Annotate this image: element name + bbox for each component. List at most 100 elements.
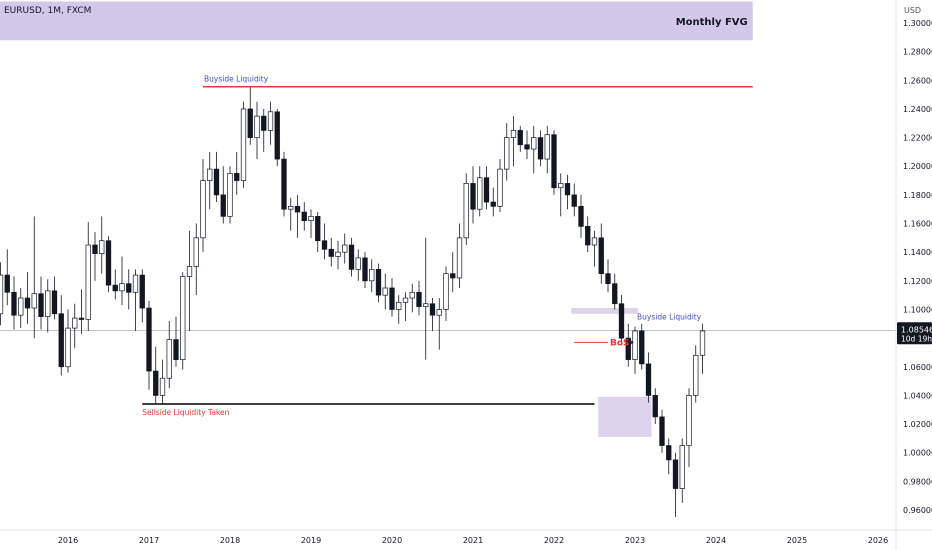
fvg-zone-1[interactable] bbox=[0, 1, 753, 41]
candle-2022-03[interactable] bbox=[564, 183, 571, 196]
fvg-zone-2[interactable] bbox=[571, 308, 638, 314]
candle-2020-06[interactable] bbox=[423, 303, 429, 307]
candle-2023-03[interactable] bbox=[645, 363, 652, 396]
candle-2022-06[interactable] bbox=[585, 226, 591, 246]
candle-2020-11[interactable] bbox=[456, 237, 463, 279]
candle-2015-10[interactable] bbox=[45, 290, 51, 317]
candle-2017-07[interactable] bbox=[186, 266, 193, 277]
candle-2022-05[interactable] bbox=[578, 205, 584, 227]
candle-2020-04[interactable] bbox=[409, 291, 415, 299]
candle-2018-03[interactable] bbox=[240, 108, 247, 181]
candle-2018-10[interactable] bbox=[288, 205, 294, 210]
candle-2020-08[interactable] bbox=[436, 309, 442, 316]
candle-2023-07[interactable] bbox=[672, 459, 679, 489]
candle-2019-12[interactable] bbox=[382, 287, 388, 296]
candle-2022-08[interactable] bbox=[598, 237, 604, 275]
candle-2020-03[interactable] bbox=[402, 297, 409, 303]
candle-2017-09[interactable] bbox=[200, 180, 206, 239]
candle-2021-07[interactable] bbox=[510, 130, 517, 138]
candle-2021-10[interactable] bbox=[531, 137, 537, 150]
candle-2016-07[interactable] bbox=[105, 240, 112, 286]
candle-2020-09[interactable] bbox=[443, 273, 449, 310]
candle-2022-10[interactable] bbox=[612, 283, 618, 305]
candle-2020-01[interactable] bbox=[389, 287, 395, 310]
candle-2023-10[interactable] bbox=[693, 354, 699, 396]
candle-2019-10[interactable] bbox=[369, 269, 375, 282]
candle-2018-12[interactable] bbox=[301, 211, 307, 222]
candle-2016-06[interactable] bbox=[99, 240, 105, 254]
candle-2021-11[interactable] bbox=[537, 137, 544, 160]
candle-2023-11[interactable] bbox=[699, 330, 706, 356]
candle-2016-11[interactable] bbox=[132, 274, 139, 293]
fvg-zone-3[interactable] bbox=[598, 396, 652, 437]
candle-2016-08[interactable] bbox=[112, 284, 118, 292]
candle-2018-04[interactable] bbox=[247, 108, 253, 138]
candle-2016-01[interactable] bbox=[65, 327, 71, 368]
candle-2021-01[interactable] bbox=[470, 183, 476, 210]
candle-2017-01[interactable] bbox=[146, 307, 152, 372]
candle-2016-09[interactable] bbox=[119, 283, 125, 292]
candle-2021-06[interactable] bbox=[504, 137, 510, 170]
candle-2022-04[interactable] bbox=[571, 194, 577, 207]
candle-2015-05[interactable] bbox=[11, 291, 17, 316]
candle-2016-03[interactable] bbox=[78, 317, 85, 320]
candle-2019-06[interactable] bbox=[342, 244, 348, 253]
candle-2017-05[interactable] bbox=[173, 339, 179, 360]
candle-2023-09[interactable] bbox=[686, 395, 692, 446]
candle-2019-03[interactable] bbox=[321, 240, 328, 250]
candle-2017-06[interactable] bbox=[180, 276, 186, 360]
candle-2018-09[interactable] bbox=[281, 158, 287, 210]
candle-2021-02[interactable] bbox=[477, 177, 483, 210]
candle-2021-03[interactable] bbox=[483, 177, 490, 203]
candle-2016-04[interactable] bbox=[85, 244, 91, 320]
candle-2017-10[interactable] bbox=[207, 168, 213, 181]
candle-2019-08[interactable] bbox=[355, 257, 361, 270]
candle-2022-07[interactable] bbox=[591, 237, 598, 246]
candle-2020-05[interactable] bbox=[416, 291, 422, 307]
candle-2019-02[interactable] bbox=[315, 216, 321, 242]
candle-2016-02[interactable] bbox=[72, 317, 78, 329]
candle-2017-08[interactable] bbox=[193, 237, 199, 267]
candle-2015-06[interactable] bbox=[18, 297, 24, 316]
candle-2022-12[interactable] bbox=[625, 337, 631, 360]
candle-2017-03[interactable] bbox=[159, 377, 166, 396]
candle-2019-11[interactable] bbox=[375, 269, 382, 296]
candle-2019-09[interactable] bbox=[362, 257, 368, 282]
candle-2023-01[interactable] bbox=[632, 330, 638, 360]
candle-2019-05[interactable] bbox=[335, 251, 341, 257]
candle-2017-02[interactable] bbox=[153, 370, 159, 396]
candle-2023-06[interactable] bbox=[666, 445, 672, 461]
candle-2020-12[interactable] bbox=[463, 183, 469, 239]
candle-2018-06[interactable] bbox=[261, 115, 267, 131]
candle-2023-04[interactable] bbox=[652, 395, 658, 418]
candle-2017-12[interactable] bbox=[220, 194, 226, 217]
candle-2021-12[interactable] bbox=[544, 134, 550, 160]
candle-2015-03[interactable] bbox=[0, 274, 4, 315]
candle-2018-05[interactable] bbox=[254, 115, 260, 138]
candle-2020-02[interactable] bbox=[396, 301, 402, 310]
candle-2020-10[interactable] bbox=[450, 273, 456, 279]
candle-2018-02[interactable] bbox=[234, 173, 240, 181]
candle-2022-11[interactable] bbox=[618, 303, 625, 339]
candle-2015-12[interactable] bbox=[58, 313, 64, 368]
candle-2016-12[interactable] bbox=[139, 274, 145, 309]
candle-2015-09[interactable] bbox=[38, 293, 44, 317]
candle-2017-04[interactable] bbox=[166, 339, 172, 379]
candle-2018-01[interactable] bbox=[227, 173, 233, 217]
candle-2022-01[interactable] bbox=[551, 134, 557, 189]
candle-2015-07[interactable] bbox=[24, 297, 31, 309]
candle-2021-05[interactable] bbox=[497, 168, 503, 207]
candle-2015-11[interactable] bbox=[51, 290, 58, 315]
candle-2019-07[interactable] bbox=[348, 244, 355, 270]
candle-2019-04[interactable] bbox=[328, 248, 334, 257]
candle-2020-07[interactable] bbox=[429, 303, 436, 316]
candle-2021-09[interactable] bbox=[524, 144, 530, 150]
candle-2018-07[interactable] bbox=[267, 111, 274, 131]
candle-2022-02[interactable] bbox=[558, 183, 564, 189]
candle-2015-04[interactable] bbox=[4, 274, 10, 293]
candle-2023-05[interactable] bbox=[659, 416, 665, 446]
candle-2016-05[interactable] bbox=[92, 244, 98, 254]
candle-2021-08[interactable] bbox=[517, 130, 523, 146]
candle-2019-01[interactable] bbox=[308, 216, 314, 222]
